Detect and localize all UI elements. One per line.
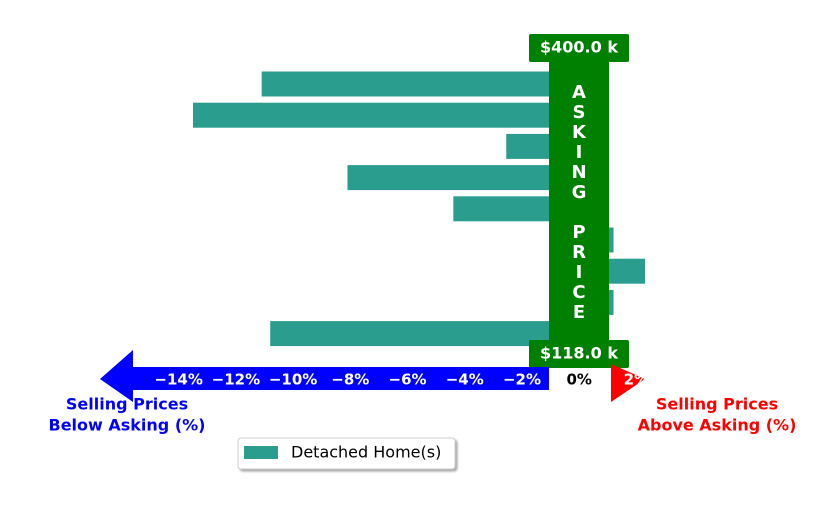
price-box <box>529 34 629 62</box>
bar <box>347 165 580 191</box>
bar <box>261 71 580 97</box>
legend-swatch <box>244 446 278 459</box>
x-tick-label: −14% <box>154 371 202 389</box>
x-tick-label: −8% <box>331 371 369 389</box>
below-label: Selling Prices <box>66 395 188 414</box>
x-tick-label: −6% <box>389 371 427 389</box>
above-label: Above Asking (%) <box>638 416 797 435</box>
above-label: Selling Prices <box>656 395 778 414</box>
x-tick-label: −4% <box>446 371 484 389</box>
above-arrow <box>611 364 645 402</box>
x-tick-label: −2% <box>503 371 541 389</box>
bar <box>192 102 580 128</box>
below-arrow <box>100 350 549 402</box>
x-tick-label: 2% <box>624 371 649 389</box>
price-bottom: $118.0 k <box>540 344 618 363</box>
legend: Detached Home(s) <box>237 437 456 470</box>
price-top: $400.0 k <box>540 38 618 57</box>
legend-box <box>237 437 456 470</box>
price-box <box>529 340 629 368</box>
bar <box>270 321 580 347</box>
below-label: Below Asking (%) <box>49 416 206 435</box>
x-tick-label: −10% <box>269 371 317 389</box>
legend-label: Detached Home(s) <box>291 443 441 462</box>
x-tick-label: −12% <box>212 371 260 389</box>
x-tick-label: 0% <box>566 371 591 389</box>
asking-band <box>549 62 609 340</box>
overlay: $400.0 k $118.0 k A S K I N G P R I C E −14% −12% −10%… <box>49 34 797 435</box>
